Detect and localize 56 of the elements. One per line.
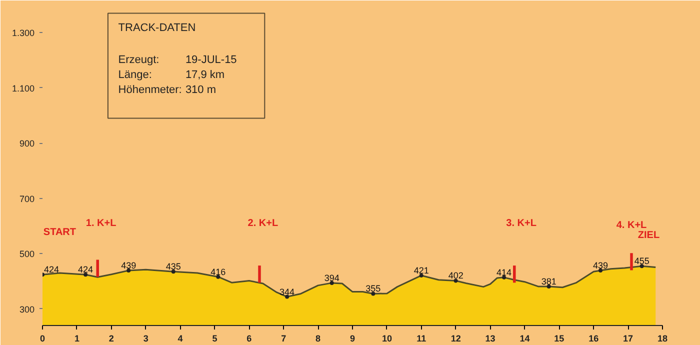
data-label: 414 bbox=[496, 267, 512, 278]
annotation: ZIEL bbox=[638, 230, 660, 242]
bar bbox=[630, 253, 633, 270]
y-tick-label: 1.300 bbox=[12, 28, 35, 38]
y-tick-label: 300 bbox=[19, 304, 35, 314]
data-label: 344 bbox=[280, 286, 295, 297]
annotation: 4. K+L bbox=[616, 220, 647, 231]
data-label: 439 bbox=[592, 260, 608, 271]
annotation: Länge: bbox=[118, 68, 152, 81]
x-tick-label: 3 bbox=[143, 334, 148, 344]
annotation: 17,9 km bbox=[185, 68, 225, 81]
annotation: Höhenmeter: bbox=[118, 84, 182, 96]
x-tick-label: 1 bbox=[74, 334, 80, 344]
annotation: 2. K+L bbox=[248, 218, 278, 229]
data-label: 421 bbox=[414, 265, 429, 276]
x-tick-label: 14 bbox=[520, 334, 530, 344]
x-tick-label: 4 bbox=[178, 334, 183, 344]
annotation: 3. K+L bbox=[506, 218, 536, 229]
x-tick-label: 0 bbox=[40, 334, 46, 344]
data-label: 424 bbox=[44, 264, 60, 275]
x-tick-label: 12 bbox=[450, 334, 461, 344]
bar bbox=[258, 266, 261, 283]
x-tick-label: 15 bbox=[554, 334, 564, 344]
y-tick-label: 1.100 bbox=[12, 83, 35, 94]
x-tick-label: 16 bbox=[588, 334, 599, 344]
data-label: 394 bbox=[324, 272, 340, 283]
x-tick-label: 7 bbox=[281, 334, 286, 344]
annotation: 19-JUL-15 bbox=[185, 54, 237, 66]
data-label: 402 bbox=[448, 270, 464, 281]
x-tick-label: 10 bbox=[382, 334, 392, 344]
x-tick-label: 5 bbox=[212, 334, 218, 344]
annotation: 310 m bbox=[185, 84, 216, 96]
data-label: 381 bbox=[541, 276, 556, 287]
data-label: 439 bbox=[121, 260, 136, 271]
data-label: 435 bbox=[166, 262, 181, 272]
annotation: START bbox=[43, 226, 76, 238]
x-tick-label: 18 bbox=[657, 334, 668, 344]
data-label: 355 bbox=[366, 284, 381, 294]
annotation: 1. K+L bbox=[86, 218, 116, 229]
bar bbox=[513, 266, 516, 283]
x-tick-label: 6 bbox=[246, 334, 252, 344]
bar bbox=[96, 260, 99, 277]
x-tick-label: 17 bbox=[623, 334, 634, 344]
annotation: Erzeugt: bbox=[118, 54, 160, 66]
y-tick-label: 900 bbox=[19, 138, 35, 149]
x-tick-label: 9 bbox=[350, 334, 356, 344]
y-tick-label: 500 bbox=[19, 249, 35, 260]
x-tick-label: 2 bbox=[108, 334, 114, 344]
y-tick-label: 700 bbox=[19, 194, 35, 204]
data-label: 455 bbox=[634, 256, 650, 266]
x-tick-label: 11 bbox=[416, 334, 426, 344]
x-tick-label: 13 bbox=[485, 334, 496, 344]
annotation: TRACK-DATEN bbox=[118, 22, 196, 34]
data-label: 424 bbox=[78, 264, 94, 275]
data-label: 416 bbox=[210, 266, 226, 277]
x-tick-label: 8 bbox=[316, 334, 321, 344]
